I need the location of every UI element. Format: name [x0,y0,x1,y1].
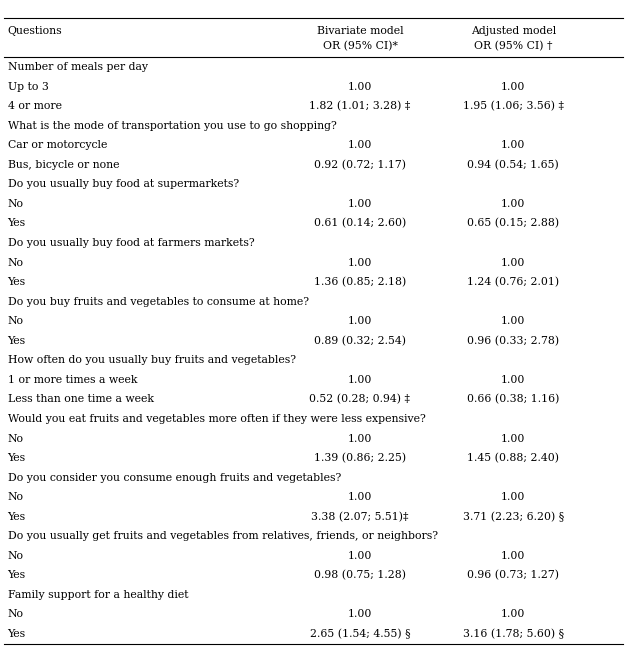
Text: Yes: Yes [8,219,26,228]
Text: 1.00: 1.00 [348,609,372,620]
Text: Would you eat fruits and vegetables more often if they were less expensive?: Would you eat fruits and vegetables more… [8,414,425,424]
Text: OR (95% CI)*: OR (95% CI)* [322,42,398,52]
Text: 1.00: 1.00 [348,316,372,326]
Text: 1 or more times a week: 1 or more times a week [8,375,137,385]
Text: 0.96 (0.33; 2.78): 0.96 (0.33; 2.78) [467,336,560,346]
Text: Bus, bicycle or none: Bus, bicycle or none [8,160,119,170]
Text: Yes: Yes [8,277,26,287]
Text: 1.00: 1.00 [348,434,372,443]
Text: 1.00: 1.00 [501,492,525,502]
Text: Yes: Yes [8,629,26,639]
Text: 0.98 (0.75; 1.28): 0.98 (0.75; 1.28) [314,570,406,581]
Text: 1.45 (0.88; 2.40): 1.45 (0.88; 2.40) [468,453,559,463]
Text: No: No [8,258,24,267]
Text: 0.52 (0.28; 0.94) ‡: 0.52 (0.28; 0.94) ‡ [309,394,411,404]
Text: 1.00: 1.00 [501,199,525,209]
Text: 1.39 (0.86; 2.25): 1.39 (0.86; 2.25) [314,453,406,463]
Text: 1.00: 1.00 [348,82,372,92]
Text: No: No [8,316,24,326]
Text: Do you usually buy food at farmers markets?: Do you usually buy food at farmers marke… [8,238,254,248]
Text: 1.82 (1.01; 3.28) ‡: 1.82 (1.01; 3.28) ‡ [309,101,411,112]
Text: 1.00: 1.00 [348,551,372,561]
Text: Yes: Yes [8,570,26,580]
Text: 4 or more: 4 or more [8,101,61,111]
Text: Adjusted model: Adjusted model [471,26,556,36]
Text: 0.94 (0.54; 1.65): 0.94 (0.54; 1.65) [468,160,559,170]
Text: 1.36 (0.85; 2.18): 1.36 (0.85; 2.18) [314,277,406,288]
Text: Number of meals per day: Number of meals per day [8,62,148,72]
Text: 1.00: 1.00 [348,258,372,267]
Text: 0.92 (0.72; 1.17): 0.92 (0.72; 1.17) [314,160,406,170]
Text: Yes: Yes [8,453,26,463]
Text: Yes: Yes [8,336,26,346]
Text: 0.61 (0.14; 2.60): 0.61 (0.14; 2.60) [314,218,406,228]
Text: 1.00: 1.00 [501,434,525,443]
Text: Family support for a healthy diet: Family support for a healthy diet [8,590,188,600]
Text: Car or motorcycle: Car or motorcycle [8,140,107,151]
Text: OR (95% CI) †: OR (95% CI) † [474,42,553,52]
Text: 0.96 (0.73; 1.27): 0.96 (0.73; 1.27) [468,570,559,581]
Text: 1.00: 1.00 [348,199,372,209]
Text: Do you consider you consume enough fruits and vegetables?: Do you consider you consume enough fruit… [8,472,341,483]
Text: No: No [8,609,24,620]
Text: Yes: Yes [8,511,26,522]
Text: Questions: Questions [8,26,62,36]
Text: 3.38 (2.07; 5.51)‡: 3.38 (2.07; 5.51)‡ [311,511,409,522]
Text: 1.95 (1.06; 3.56) ‡: 1.95 (1.06; 3.56) ‡ [463,101,564,112]
Text: 1.00: 1.00 [348,375,372,385]
Text: 1.00: 1.00 [501,375,525,385]
Text: 0.65 (0.15; 2.88): 0.65 (0.15; 2.88) [467,218,560,228]
Text: 1.00: 1.00 [501,140,525,151]
Text: 1.24 (0.76; 2.01): 1.24 (0.76; 2.01) [467,277,560,288]
Text: Bivariate model: Bivariate model [317,26,403,36]
Text: 1.00: 1.00 [501,609,525,620]
Text: What is the mode of transportation you use to go shopping?: What is the mode of transportation you u… [8,121,336,130]
Text: Do you buy fruits and vegetables to consume at home?: Do you buy fruits and vegetables to cons… [8,297,309,307]
Text: No: No [8,551,24,561]
Text: No: No [8,492,24,502]
Text: Do you usually buy food at supermarkets?: Do you usually buy food at supermarkets? [8,179,239,190]
Text: 0.66 (0.38; 1.16): 0.66 (0.38; 1.16) [467,394,560,404]
Text: 0.89 (0.32; 2.54): 0.89 (0.32; 2.54) [314,336,406,346]
Text: 1.00: 1.00 [348,140,372,151]
Text: 1.00: 1.00 [501,551,525,561]
Text: 1.00: 1.00 [501,258,525,267]
Text: Less than one time a week: Less than one time a week [8,395,153,404]
Text: No: No [8,199,24,209]
Text: 1.00: 1.00 [501,82,525,92]
Text: Do you usually get fruits and vegetables from relatives, friends, or neighbors?: Do you usually get fruits and vegetables… [8,532,438,541]
Text: 1.00: 1.00 [501,316,525,326]
Text: How often do you usually buy fruits and vegetables?: How often do you usually buy fruits and … [8,355,295,365]
Text: No: No [8,434,24,443]
Text: 3.71 (2.23; 6.20) §: 3.71 (2.23; 6.20) § [463,511,564,522]
Text: 1.00: 1.00 [348,492,372,502]
Text: Up to 3: Up to 3 [8,82,48,92]
Text: 3.16 (1.78; 5.60) §: 3.16 (1.78; 5.60) § [463,629,564,639]
Text: 2.65 (1.54; 4.55) §: 2.65 (1.54; 4.55) § [310,629,410,639]
